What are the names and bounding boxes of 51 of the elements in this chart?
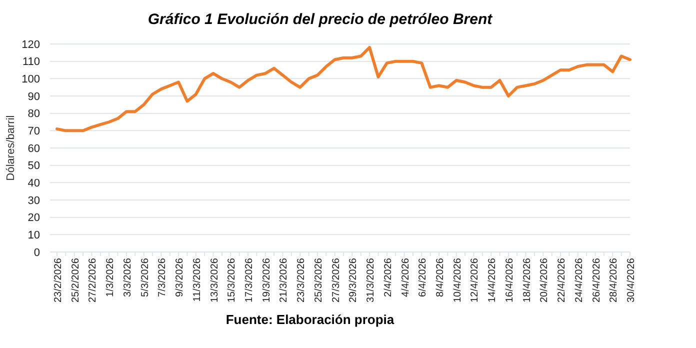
x-tick-label: 20/4/2026 (539, 258, 550, 302)
x-tick-label: 11/3/2026 (192, 258, 203, 302)
x-tick-label: 4/4/2026 (400, 258, 412, 297)
x-tick-label: 28/4/2026 (608, 258, 620, 302)
source-note: Fuente: Elaboración propia (226, 312, 395, 327)
x-tick-label: 17/3/2026 (244, 258, 255, 302)
y-tick-label: 100 (22, 74, 40, 86)
y-tick-label: 0 (34, 246, 40, 259)
y-tick-label: 30 (28, 194, 40, 207)
x-tick-label: 26/4/2026 (591, 258, 602, 302)
x-tick-label: 6/4/2026 (418, 258, 429, 297)
x-tick-label: 2/4/2026 (382, 258, 394, 297)
x-tick-label: 18/4/2026 (522, 258, 533, 302)
y-tick-label: 110 (22, 56, 40, 68)
x-tick-label: 1/3/2026 (105, 258, 116, 297)
x-tick-label: 30/4/2026 (626, 258, 637, 302)
y-tick-label: 60 (28, 142, 40, 155)
x-tick-label: 14/4/2026 (487, 258, 498, 302)
x-tick-label: 21/3/2026 (278, 258, 290, 302)
x-tick-label: 27/2/2026 (88, 258, 99, 302)
x-tick-label: 19/3/2026 (261, 258, 272, 302)
y-tick-label: 40 (28, 178, 40, 190)
x-tick-label: 24/4/2026 (574, 258, 585, 302)
y-tick-label: 70 (28, 126, 40, 138)
x-tick-label: 7/3/2026 (157, 258, 168, 297)
x-tick-label: 25/2/2026 (70, 258, 82, 302)
x-tick-label: 12/4/2026 (470, 258, 481, 302)
x-tick-label: 16/4/2026 (504, 258, 516, 302)
x-tick-label: 10/4/2026 (452, 258, 464, 302)
x-tick-label: 9/3/2026 (174, 258, 186, 297)
y-tick-label: 50 (28, 160, 40, 172)
x-tick-label: 5/3/2026 (140, 258, 151, 297)
line-series (56, 46, 632, 132)
chart-title: Gráfico 1 Evolución del precio de petróleo Brent (148, 11, 494, 28)
y-tick-label: 20 (28, 212, 40, 224)
y-tick-label: 90 (28, 90, 40, 103)
x-tick-label: 15/3/2026 (226, 258, 238, 302)
y-tick-label: 10 (28, 230, 40, 242)
x-tick-label: 22/4/2026 (556, 258, 568, 302)
x-tick-label: 23/2/2026 (53, 258, 64, 302)
x-tick-label: 13/3/2026 (209, 258, 220, 302)
x-tick-label: 25/3/2026 (313, 258, 324, 302)
x-tick-label: 8/4/2026 (435, 258, 446, 297)
y-tick-label: 120 (22, 38, 40, 51)
x-tick-label: 31/3/2026 (366, 258, 377, 302)
x-tick-label: 29/3/2026 (348, 258, 360, 302)
y-axis-title: Dólares/barril (5, 115, 17, 181)
y-tick-label: 80 (28, 108, 40, 120)
x-tick-label: 23/3/2026 (296, 258, 308, 302)
x-tick-label: 27/3/2026 (330, 258, 342, 302)
x-tick-label: 3/3/2026 (122, 258, 134, 297)
